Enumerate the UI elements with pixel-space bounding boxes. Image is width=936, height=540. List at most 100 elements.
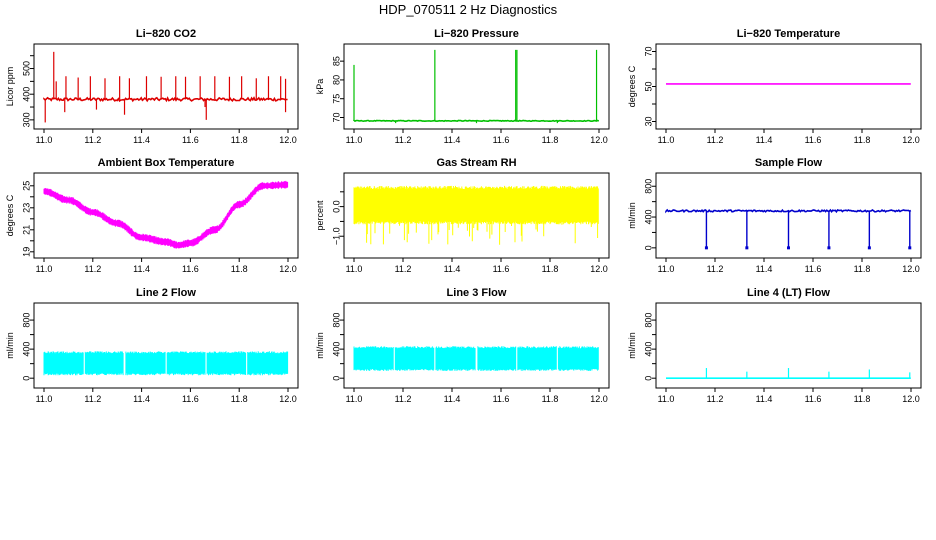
- y-tick-label: 400: [643, 210, 653, 225]
- x-tick-label: 12.0: [902, 264, 920, 274]
- y-tick-label: 0: [643, 376, 653, 381]
- y-tick-label: 0: [21, 376, 31, 381]
- plot-frame: [33, 172, 299, 259]
- panel-6: Sample Flow 11.0 11.2 11.4 11.6 11.8 12.0 0 400 8…: [627, 157, 922, 274]
- plot-frame: [655, 302, 922, 389]
- y-tick-label: 19: [21, 247, 31, 257]
- x-tick-label: 12.0: [279, 394, 297, 404]
- x-tick-label: 12.0: [902, 394, 920, 404]
- panel-title: Gas Stream RH: [436, 157, 516, 169]
- plot-frame: [33, 302, 299, 389]
- x-tick-label: 11.2: [707, 264, 724, 274]
- y-tick-label: 70: [331, 112, 341, 122]
- panel-8: Line 3 Flow 11.0 11.2 11.4 11.6 11.8 12.0 0 400 8…: [315, 287, 610, 404]
- series-band: [353, 185, 599, 245]
- panel-title: Li−820 Temperature: [737, 28, 840, 40]
- x-tick-label: 11.2: [707, 135, 724, 145]
- plot-frame: [655, 172, 922, 259]
- y-tick-label: 400: [331, 342, 341, 357]
- x-tick-label: 11.0: [36, 135, 53, 145]
- x-tick-label: 11.6: [493, 264, 510, 274]
- x-tick-label: 11.4: [756, 394, 773, 404]
- y-axis-label: percent: [315, 200, 325, 231]
- x-tick-label: 11.8: [854, 264, 871, 274]
- x-tick-label: 12.0: [590, 135, 608, 145]
- x-tick-label: 11.0: [36, 264, 53, 274]
- x-tick-label: 11.6: [182, 264, 199, 274]
- panel-3: Li−820 Temperature 11.0 11.2 11.4 11.6 11.8 12…: [627, 28, 922, 145]
- panel-title: Li−820 CO2: [136, 28, 196, 40]
- x-tick-label: 12.0: [590, 394, 608, 404]
- x-tick-label: 11.6: [182, 135, 199, 145]
- series-drop-marker: [787, 246, 790, 250]
- panel-2: Li−820 Pressure 11.0 11.2 11.4 11.6 11.8 12.0 7…: [315, 28, 610, 145]
- x-tick-label: 11.0: [658, 394, 675, 404]
- plot-frame: [343, 172, 610, 259]
- y-tick-label: 75: [331, 94, 341, 104]
- x-tick-label: 11.6: [805, 264, 822, 274]
- y-axis-label: ml/min: [315, 332, 325, 359]
- x-tick-label: 11.0: [36, 394, 53, 404]
- x-tick-label: 11.2: [395, 135, 412, 145]
- series-drop-marker: [827, 246, 831, 250]
- x-tick-label: 11.8: [231, 135, 248, 145]
- x-tick-label: 11.4: [133, 135, 150, 145]
- figure-title: HDP_070511 2 Hz Diagnostics: [378, 2, 558, 17]
- y-tick-label: 21: [21, 225, 31, 235]
- series-drop-marker: [745, 246, 749, 250]
- panel-title: Li−820 Pressure: [434, 28, 519, 40]
- y-axis-label: kPa: [315, 79, 325, 95]
- x-tick-label: 11.4: [133, 264, 150, 274]
- panel-7: Line 2 Flow 11.0 11.2 11.4 11.6 11.8 12.0 0 400 8…: [5, 287, 299, 404]
- x-tick-label: 11.6: [805, 135, 822, 145]
- y-tick-label: 70: [643, 46, 653, 56]
- y-tick-label: 0.0: [331, 200, 341, 213]
- x-tick-label: 11.2: [395, 394, 412, 404]
- x-tick-label: 11.8: [231, 394, 248, 404]
- x-tick-label: 11.4: [444, 135, 461, 145]
- y-tick-label: 30: [643, 116, 653, 126]
- x-tick-label: 11.8: [542, 135, 559, 145]
- panel-1: Li−820 CO2 11.0 11.2 11.4 11.6 11.8 12.0 300 400…: [5, 28, 299, 145]
- x-tick-label: 11.6: [182, 394, 199, 404]
- series-band: [353, 346, 599, 371]
- x-tick-label: 11.2: [84, 264, 101, 274]
- x-tick-label: 11.8: [854, 135, 871, 145]
- x-tick-label: 11.0: [658, 135, 675, 145]
- y-tick-label: 500: [21, 61, 31, 76]
- x-tick-label: 11.2: [84, 394, 101, 404]
- plot-frame: [33, 43, 299, 130]
- x-tick-label: 11.0: [658, 264, 675, 274]
- x-tick-label: 11.0: [346, 264, 363, 274]
- y-tick-label: 400: [21, 87, 31, 102]
- panel-title: Line 2 Flow: [136, 287, 196, 299]
- series-band: [43, 351, 289, 376]
- panel-title: Line 3 Flow: [447, 287, 507, 299]
- x-tick-label: 11.8: [231, 264, 248, 274]
- panel-title: Sample Flow: [755, 157, 823, 169]
- y-tick-label: 23: [21, 203, 31, 213]
- y-axis-label: ml/min: [627, 202, 637, 229]
- x-tick-label: 11.2: [707, 394, 724, 404]
- x-tick-label: 11.4: [444, 264, 461, 274]
- x-tick-label: 11.4: [756, 135, 773, 145]
- x-tick-label: 11.2: [395, 264, 412, 274]
- x-tick-label: 12.0: [279, 135, 297, 145]
- y-tick-label: 800: [643, 313, 653, 328]
- series-drop-marker: [867, 246, 871, 250]
- y-tick-label: 85: [331, 56, 341, 66]
- y-tick-label: 0: [643, 245, 653, 250]
- x-tick-label: 11.8: [854, 394, 871, 404]
- plot-frame: [655, 43, 922, 130]
- plot-frame: [343, 43, 610, 130]
- y-tick-label: 800: [21, 313, 31, 328]
- x-tick-label: 12.0: [902, 135, 920, 145]
- y-axis-label: degrees C: [5, 194, 15, 236]
- x-tick-label: 11.0: [346, 135, 363, 145]
- panel-title: Line 4 (LT) Flow: [747, 287, 830, 299]
- x-tick-label: 11.8: [542, 264, 559, 274]
- x-tick-label: 11.8: [542, 394, 559, 404]
- x-tick-label: 11.6: [805, 394, 822, 404]
- x-tick-label: 11.0: [346, 394, 363, 404]
- panel-title: Ambient Box Temperature: [98, 157, 235, 169]
